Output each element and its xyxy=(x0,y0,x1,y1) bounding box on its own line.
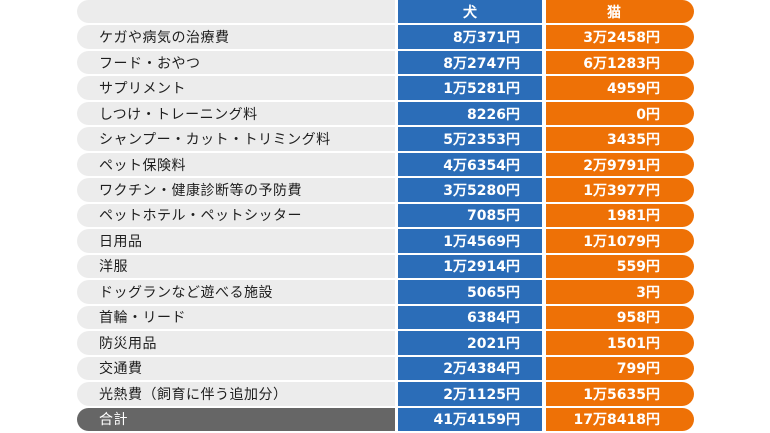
table-row: 首輪・リード 6384円 958円 xyxy=(77,305,694,331)
table-row: サプリメント 1万5281円 4959円 xyxy=(77,76,694,101)
cat-value: 6万1283円 xyxy=(546,50,694,75)
row-label: 洋服 xyxy=(77,254,395,279)
cat-value: 1501円 xyxy=(546,331,694,355)
table-row: ペット保険料 4万6354円 2万9791円 xyxy=(77,152,694,178)
row-label: ドッグランなど遊べる施設 xyxy=(77,280,395,304)
table-row: ドッグランなど遊べる施設 5065円 3円 xyxy=(77,280,694,305)
dog-value: 2万4384円 xyxy=(398,356,542,381)
row-label: ペット保険料 xyxy=(77,152,395,177)
table-row: 光熱費（飼育に伴う追加分） 2万1125円 1万5635円 xyxy=(77,382,694,407)
dog-value: 4万6354円 xyxy=(398,152,542,177)
cat-value: 559円 xyxy=(546,254,694,279)
row-label: ペットホテル・ペットシッター xyxy=(77,203,395,228)
row-label: フード・おやつ xyxy=(77,50,395,75)
total-cat-value: 17万8418円 xyxy=(546,407,694,431)
table-row: 日用品 1万4569円 1万1079円 xyxy=(77,229,694,254)
dog-value: 5065円 xyxy=(398,280,542,304)
dog-value: 2万1125円 xyxy=(398,382,542,406)
row-label: しつけ・トレーニング料 xyxy=(77,101,395,126)
dog-value: 8万371円 xyxy=(398,25,542,49)
header-dog: 犬 xyxy=(398,0,542,24)
table-row: 洋服 1万2914円 559円 xyxy=(77,254,694,280)
cat-value: 799円 xyxy=(546,356,694,381)
table-row: ケガや病気の治療費 8万371円 3万2458円 xyxy=(77,25,694,50)
cat-value: 3万2458円 xyxy=(546,25,694,49)
cat-value: 1万1079円 xyxy=(546,229,694,253)
cat-value: 0円 xyxy=(546,101,694,126)
row-label: 光熱費（飼育に伴う追加分） xyxy=(77,382,395,406)
table-row: シャンプー・カット・トリミング料 5万2353円 3435円 xyxy=(77,127,694,152)
table-row: 交通費 2万4384円 799円 xyxy=(77,356,694,382)
dog-value: 3万5280円 xyxy=(398,178,542,202)
row-label: 交通費 xyxy=(77,356,395,381)
pet-expense-table: 犬 猫 ケガや病気の治療費 8万371円 3万2458円 フード・おやつ 8万2… xyxy=(77,0,694,433)
row-label: サプリメント xyxy=(77,76,395,100)
row-label: ケガや病気の治療費 xyxy=(77,25,395,49)
table-row: ワクチン・健康診断等の予防費 3万5280円 1万3977円 xyxy=(77,178,694,203)
dog-value: 5万2353円 xyxy=(398,127,542,151)
cat-value: 4959円 xyxy=(546,76,694,100)
dog-value: 2021円 xyxy=(398,331,542,355)
cat-value: 1981円 xyxy=(546,203,694,228)
total-row: 合計 41万4159円 17万8418円 xyxy=(77,407,694,433)
cat-value: 3435円 xyxy=(546,127,694,151)
row-label: 日用品 xyxy=(77,229,395,253)
table-row: 防災用品 2021円 1501円 xyxy=(77,331,694,356)
cat-value: 3円 xyxy=(546,280,694,304)
row-label: ワクチン・健康診断等の予防費 xyxy=(77,178,395,202)
dog-value: 6384円 xyxy=(398,305,542,330)
cat-value: 1万5635円 xyxy=(546,382,694,406)
dog-value: 8226円 xyxy=(398,101,542,126)
cat-value: 958円 xyxy=(546,305,694,330)
dog-value: 8万2747円 xyxy=(398,50,542,75)
dog-value: 1万5281円 xyxy=(398,76,542,100)
total-label: 合計 xyxy=(77,407,395,431)
row-label: シャンプー・カット・トリミング料 xyxy=(77,127,395,151)
header-label-cell xyxy=(77,0,395,24)
header-row: 犬 猫 xyxy=(77,0,694,25)
row-label: 防災用品 xyxy=(77,331,395,355)
cat-value: 1万3977円 xyxy=(546,178,694,202)
table-row: フード・おやつ 8万2747円 6万1283円 xyxy=(77,50,694,76)
table-row: ペットホテル・ペットシッター 7085円 1981円 xyxy=(77,203,694,229)
dog-value: 1万4569円 xyxy=(398,229,542,253)
header-cat: 猫 xyxy=(546,0,694,24)
cat-value: 2万9791円 xyxy=(546,152,694,177)
row-label: 首輪・リード xyxy=(77,305,395,330)
total-dog-value: 41万4159円 xyxy=(398,407,542,431)
table-row: しつけ・トレーニング料 8226円 0円 xyxy=(77,101,694,127)
dog-value: 7085円 xyxy=(398,203,542,228)
dog-value: 1万2914円 xyxy=(398,254,542,279)
